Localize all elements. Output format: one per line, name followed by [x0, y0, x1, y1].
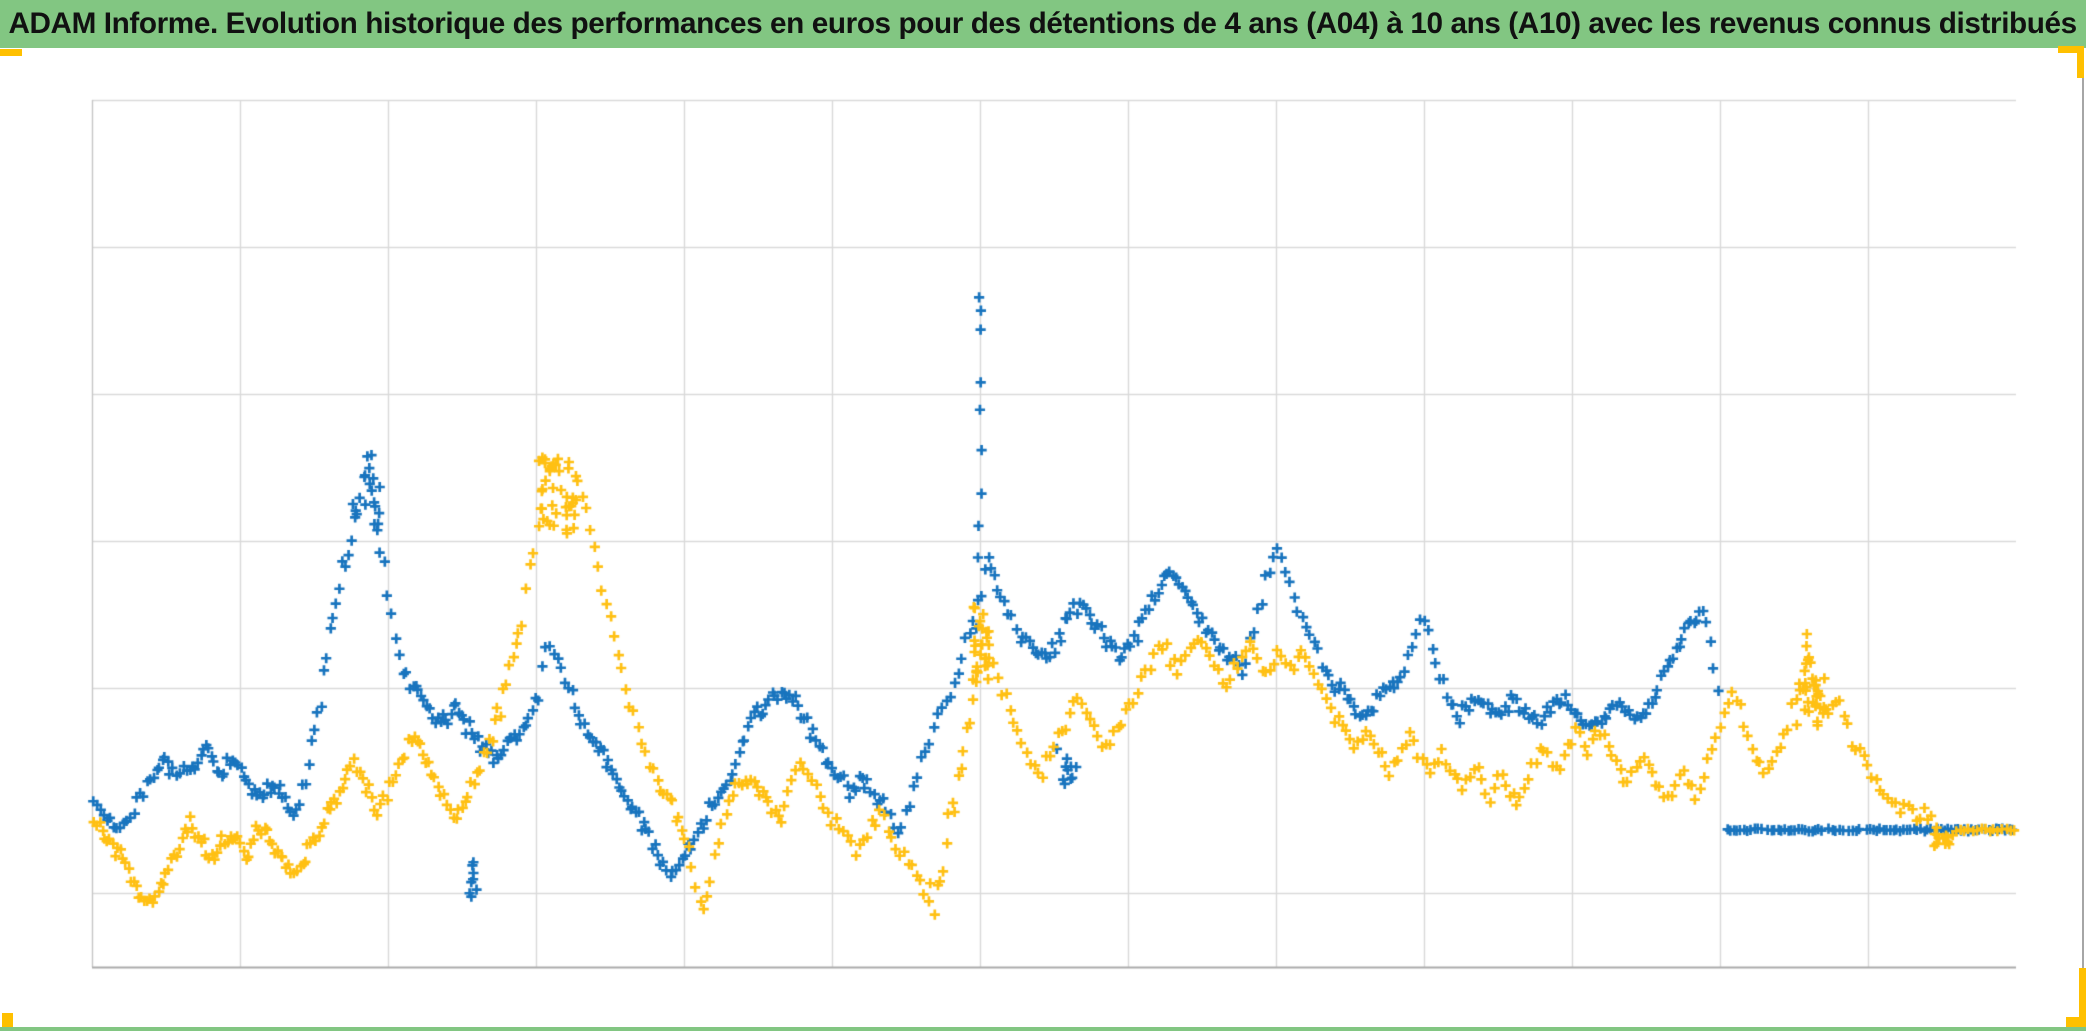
bottom-right-vert-accent — [2079, 968, 2086, 1030]
top-right-vert-accent — [2077, 46, 2084, 78]
bottom-green-bar — [0, 1027, 2086, 1031]
bottom-right-foot-accent — [2066, 1017, 2086, 1030]
window-right-edge — [2082, 0, 2084, 1031]
bottom-left-square-accent — [2, 1013, 13, 1027]
report-title-band: ADAM Informe. Evolution historique des p… — [0, 0, 2086, 48]
top-left-dash-accent — [0, 49, 22, 56]
top-right-horiz-accent — [2058, 46, 2084, 53]
page-title: ADAM Informe. Evolution historique des p… — [8, 7, 2078, 40]
